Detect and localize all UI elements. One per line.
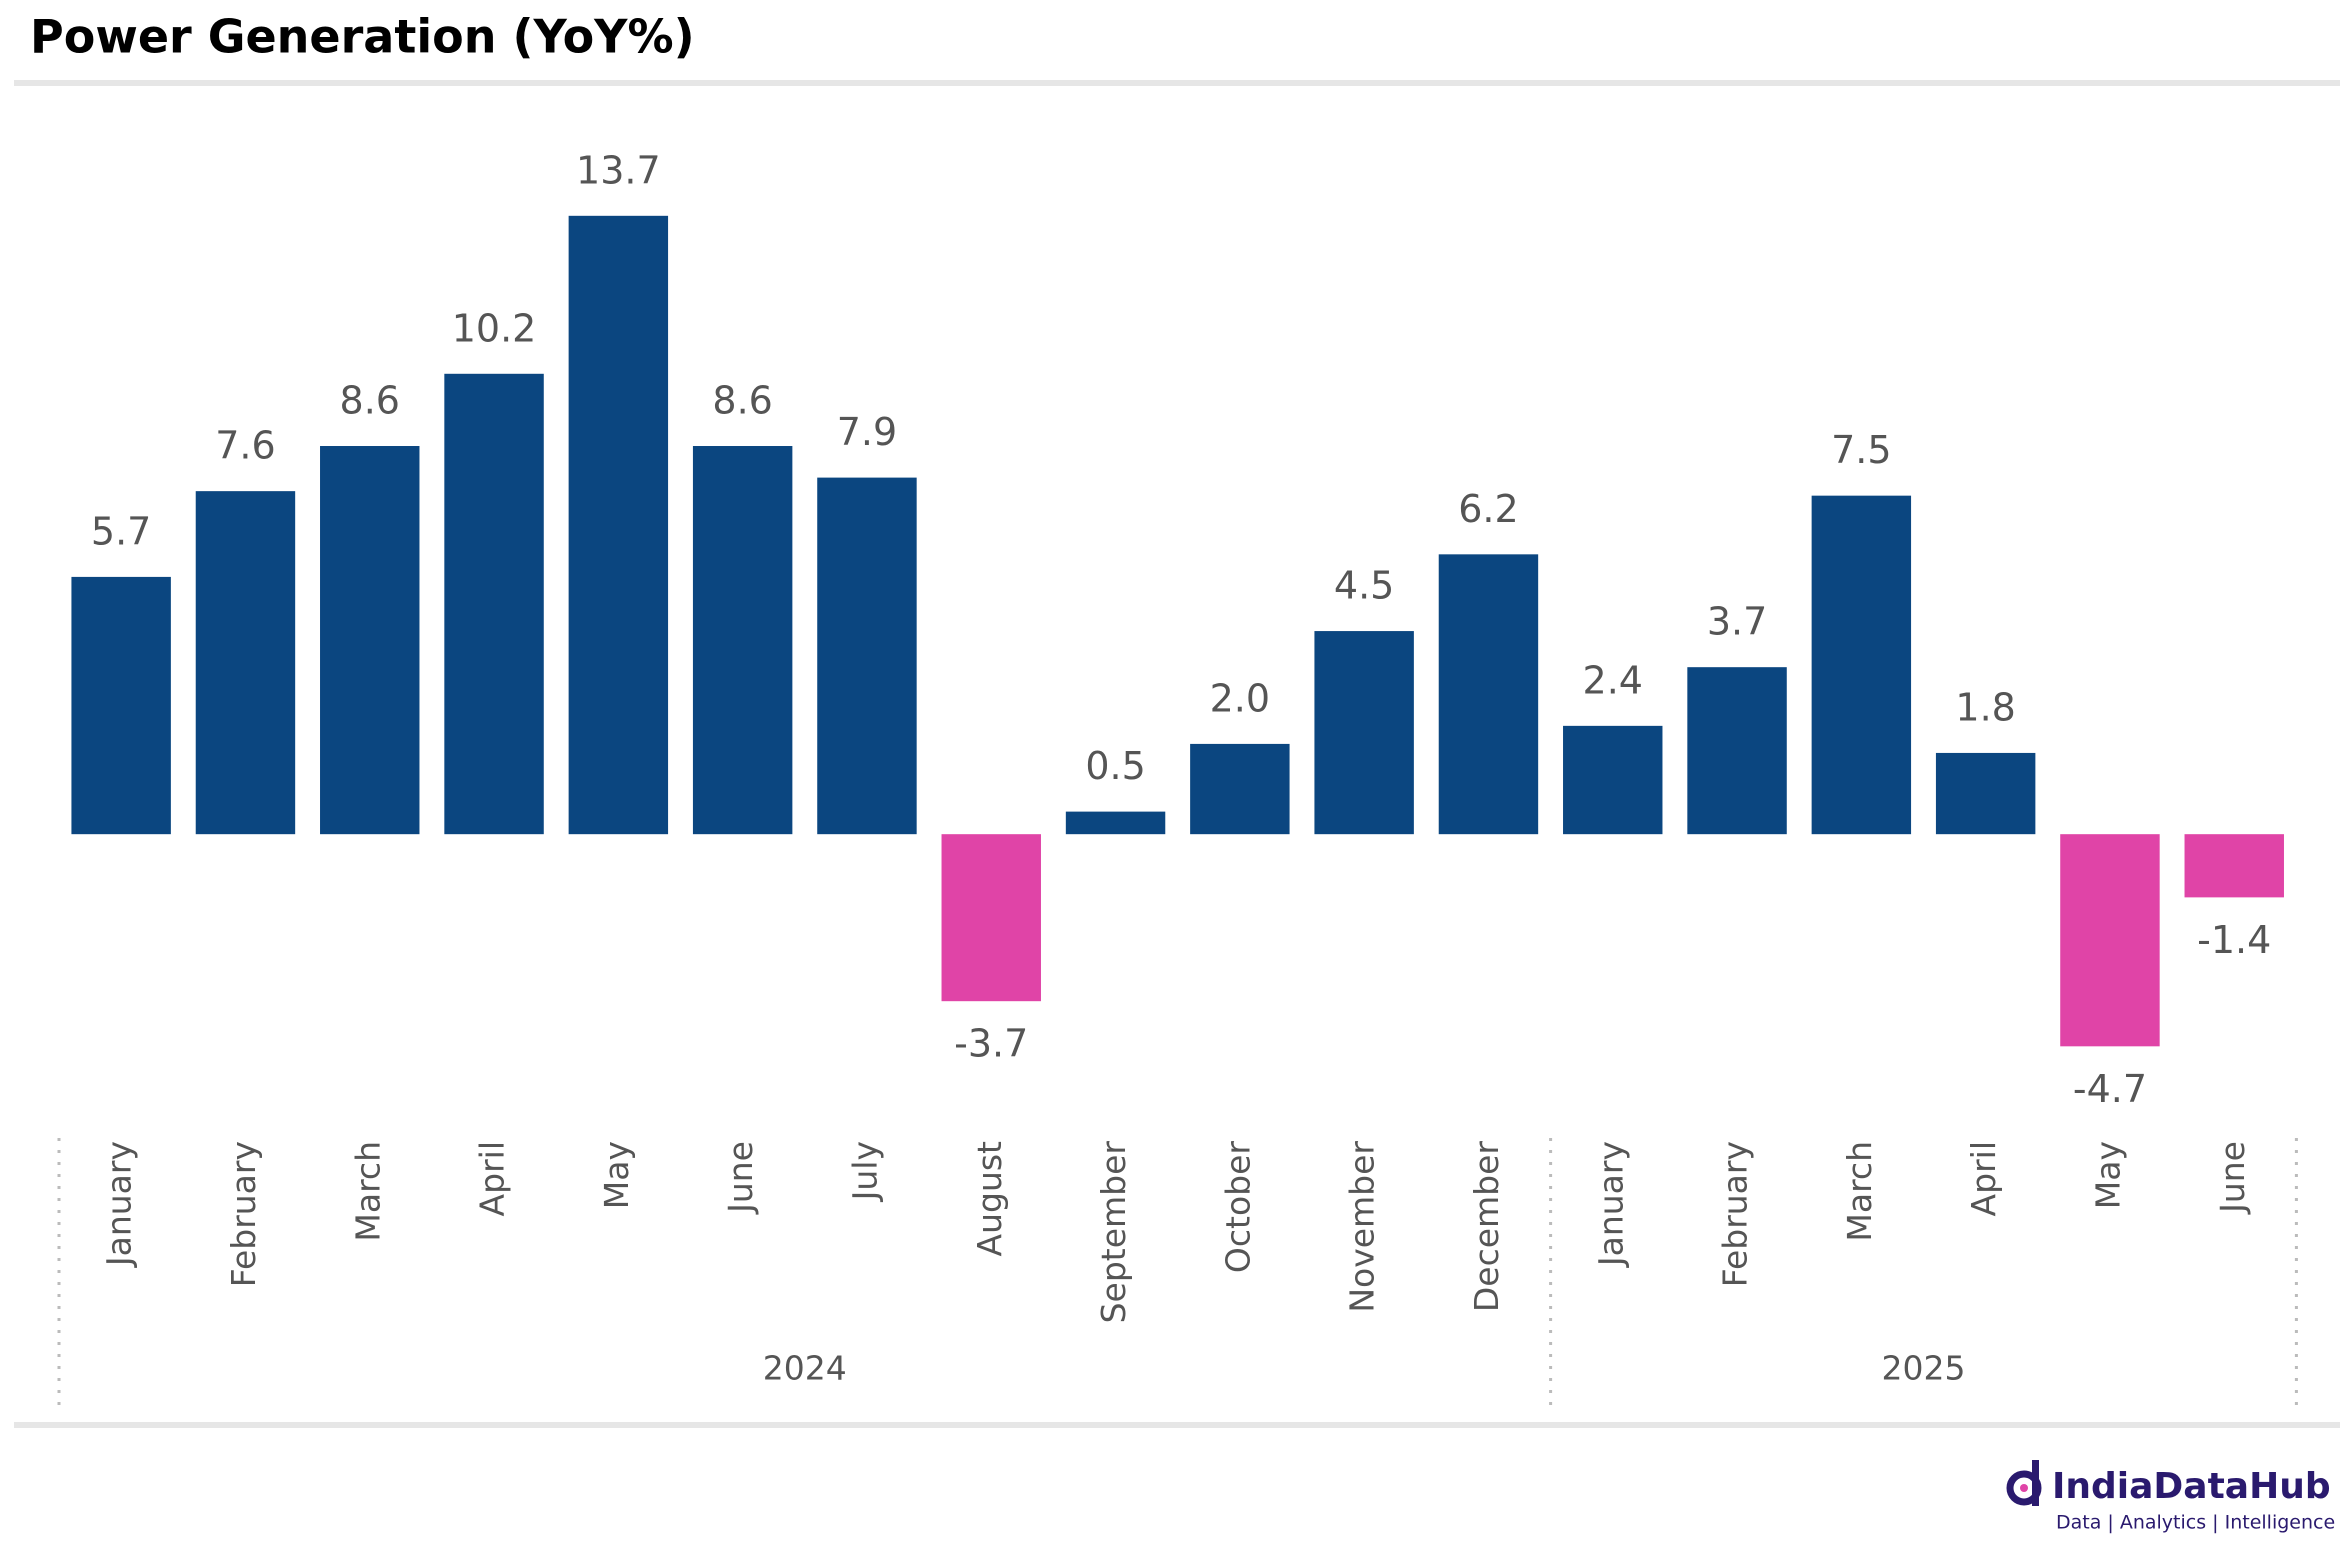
value-label: -4.7: [2073, 1067, 2147, 1111]
value-label: 1.8: [1955, 685, 2015, 729]
value-label: -3.7: [954, 1022, 1028, 1066]
x-tick-label: February: [1716, 1141, 1755, 1287]
x-tick-label: November: [1343, 1141, 1382, 1313]
x-tick-label: October: [1218, 1141, 1257, 1273]
bar: [1811, 495, 1912, 835]
x-tick-label: June: [2213, 1141, 2252, 1215]
x-tick-label: January: [1591, 1141, 1630, 1268]
bar: [941, 834, 1041, 1002]
x-tick-label: January: [100, 1141, 139, 1268]
x-tick-label: July: [845, 1141, 884, 1202]
bar: [71, 576, 171, 835]
x-tick-label: April: [473, 1141, 512, 1216]
bar: [195, 491, 296, 835]
chart-title: Power Generation (YoY%): [30, 10, 695, 64]
x-tick-label: April: [1964, 1141, 2003, 1216]
value-label: 13.7: [576, 148, 661, 192]
value-label: -1.4: [2197, 918, 2271, 962]
value-label: 8.6: [712, 379, 772, 423]
value-label: 2.4: [1583, 658, 1643, 702]
bar: [1563, 725, 1663, 835]
top-rule: [14, 80, 2340, 86]
x-tick-label: December: [1467, 1141, 1506, 1313]
logo-icon: [2032, 1460, 2039, 1506]
value-label: 10.2: [452, 306, 537, 350]
bar: [1687, 667, 1787, 835]
group-label: 2024: [763, 1349, 847, 1388]
bar: [568, 215, 669, 835]
value-label: 4.5: [1334, 564, 1394, 608]
bottom-rule: [14, 1422, 2340, 1428]
bar: [320, 446, 420, 835]
value-label: 3.7: [1707, 600, 1767, 644]
bar: [2184, 834, 2284, 898]
bar: [1935, 752, 2036, 835]
logo-icon: [2020, 1484, 2028, 1492]
x-tick-label: May: [597, 1141, 636, 1209]
value-label: 2.0: [1210, 676, 1270, 720]
x-tick-label: March: [348, 1141, 387, 1242]
x-tick-label: March: [1840, 1141, 1879, 1242]
bar: [2060, 834, 2160, 1047]
logo: IndiaDataHub Data | Analytics | Intellig…: [2006, 1460, 2335, 1534]
group-label: 2025: [1882, 1349, 1966, 1388]
bar: [1438, 554, 1539, 835]
bar: [444, 373, 544, 835]
value-label: 6.2: [1458, 487, 1518, 531]
value-label: 8.6: [340, 379, 400, 423]
bar: [1314, 631, 1414, 835]
bar: [1065, 811, 1166, 835]
x-tick-label: May: [2088, 1141, 2127, 1209]
value-label: 0.5: [1085, 744, 1145, 788]
logo-tagline: Data | Analytics | Intelligence: [2056, 1512, 2335, 1534]
x-tick-label: February: [224, 1141, 263, 1287]
value-label: 7.9: [837, 410, 897, 454]
logo-name: IndiaDataHub: [2052, 1466, 2331, 1507]
value-label: 7.5: [1831, 428, 1891, 472]
value-label: 5.7: [91, 509, 151, 553]
bar: [817, 477, 917, 835]
value-label: 7.6: [215, 424, 275, 468]
x-tick-label: September: [1094, 1141, 1133, 1324]
x-tick-label: June: [721, 1141, 760, 1215]
bar: [1190, 743, 1290, 835]
bar: [692, 446, 793, 835]
x-tick-label: August: [970, 1141, 1009, 1257]
